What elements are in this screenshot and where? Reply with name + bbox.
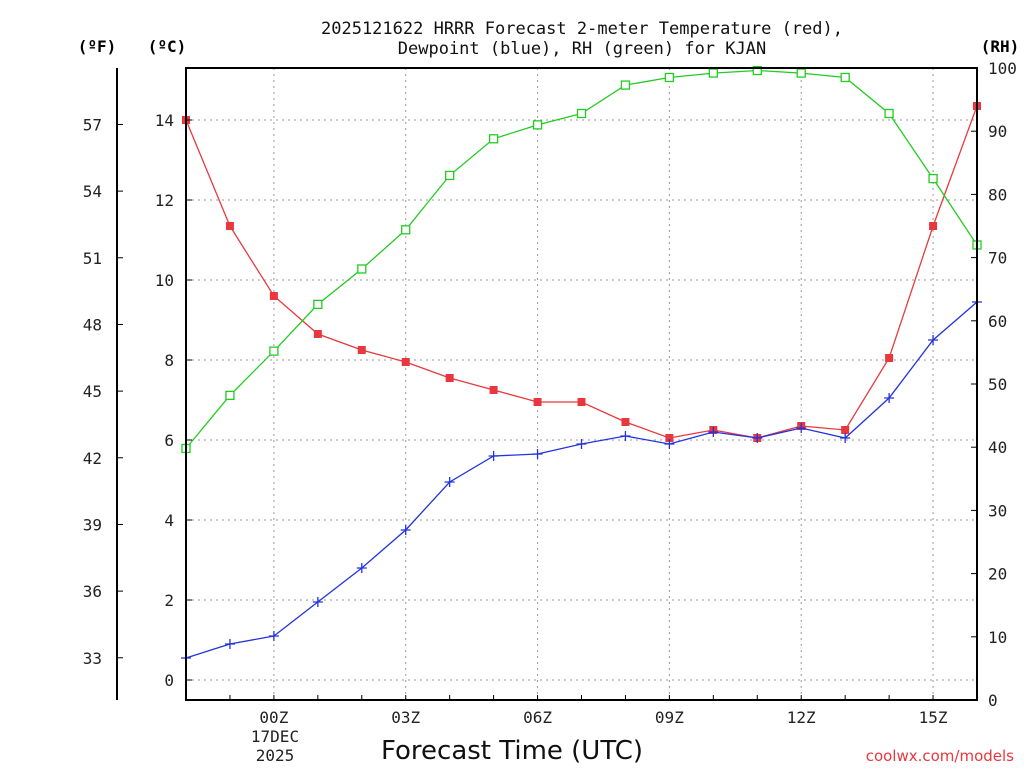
celsius-tick-label: 10 bbox=[155, 271, 174, 290]
rh-tick-label: 80 bbox=[988, 185, 1007, 204]
rh-unit-label: (RH) bbox=[981, 37, 1020, 56]
rh-tick-label: 70 bbox=[988, 249, 1007, 268]
temperature-series-line bbox=[185, 105, 978, 439]
rh-point bbox=[269, 346, 279, 356]
temperature-point bbox=[445, 374, 454, 382]
temperature-point bbox=[357, 346, 366, 354]
fahrenheit-tick-label: 57 bbox=[83, 115, 102, 134]
fahrenheit-tick-label: 45 bbox=[83, 382, 102, 401]
chart-title-line-1: 2025121622 HRRR Forecast 2-meter Tempera… bbox=[321, 19, 843, 39]
temperature-point bbox=[885, 354, 894, 362]
dewpoint-point bbox=[620, 431, 631, 441]
fahrenheit-tick-label: 48 bbox=[83, 315, 102, 334]
dewpoint-point bbox=[268, 631, 279, 641]
rh-point bbox=[357, 264, 367, 274]
x-tick-label: 00Z bbox=[259, 708, 288, 727]
x-tick-label: 09Z bbox=[655, 708, 684, 727]
dewpoint-point bbox=[928, 335, 939, 345]
x-tick-label: 15Z bbox=[919, 708, 948, 727]
axis-labels-layer: 00Z 03Z 06Z 09Z 12Z 15Z 0 2 4 6 8 10 12 14 33 36 39 42 45 4… bbox=[83, 59, 1017, 727]
temperature-point bbox=[225, 222, 234, 230]
celsius-tick-label: 12 bbox=[155, 191, 174, 210]
celsius-tick-label: 14 bbox=[155, 111, 174, 130]
site-credit: coolwx.com/models bbox=[866, 747, 1014, 765]
rh-point bbox=[796, 68, 806, 78]
celsius-tick-label: 2 bbox=[164, 591, 174, 610]
rh-tick-label: 20 bbox=[988, 565, 1007, 584]
rh-tick-label: 30 bbox=[988, 501, 1007, 520]
fahrenheit-tick-label: 42 bbox=[83, 449, 102, 468]
dewpoint-point bbox=[532, 449, 543, 459]
dewpoint-point bbox=[664, 439, 675, 449]
fahrenheit-tick-label: 39 bbox=[83, 515, 102, 534]
rh-tick-label: 100 bbox=[988, 59, 1017, 78]
celsius-tick-label: 4 bbox=[164, 511, 174, 530]
rh-tick-label: 0 bbox=[988, 691, 998, 710]
rh-point bbox=[576, 108, 587, 119]
x-tick-label: 12Z bbox=[787, 708, 816, 727]
rh-point bbox=[840, 72, 850, 83]
temperature-point bbox=[269, 292, 278, 300]
temperature-point bbox=[929, 222, 938, 230]
date-label-day: 17DEC bbox=[251, 727, 299, 746]
dewpoint-point bbox=[488, 451, 499, 461]
dewpoint-point bbox=[576, 439, 587, 449]
date-label-year: 2025 bbox=[256, 746, 295, 765]
celsius-tick-label: 8 bbox=[164, 351, 174, 370]
chart-title-line-2: Dewpoint (blue), RH (green) for KJAN bbox=[398, 39, 766, 59]
fahrenheit-tick-label: 54 bbox=[83, 182, 102, 201]
rh-point bbox=[488, 134, 499, 144]
temperature-point bbox=[665, 434, 674, 442]
dewpoint-point bbox=[884, 393, 895, 403]
temperature-point bbox=[401, 358, 410, 366]
celsius-unit-label: (ºC) bbox=[148, 37, 187, 56]
dewpoint-point bbox=[444, 477, 455, 487]
rh-tick-label: 60 bbox=[988, 312, 1007, 331]
rh-point bbox=[401, 225, 411, 235]
dewpoint-point bbox=[708, 427, 719, 437]
temperature-point bbox=[577, 398, 586, 406]
celsius-tick-label: 0 bbox=[164, 671, 174, 690]
dewpoint-series-line bbox=[185, 301, 978, 659]
temperature-point bbox=[313, 330, 322, 338]
rh-tick-label: 40 bbox=[988, 438, 1007, 457]
grid-layer bbox=[186, 68, 977, 700]
fahrenheit-tick-label: 51 bbox=[83, 249, 102, 268]
x-tick-label: 06Z bbox=[523, 708, 552, 727]
rh-point bbox=[313, 299, 323, 310]
plot-frame bbox=[185, 67, 978, 701]
x-axis-title: Forecast Time (UTC) bbox=[381, 736, 643, 766]
temperature-point bbox=[489, 386, 498, 394]
rh-point bbox=[752, 65, 762, 76]
dewpoint-point bbox=[224, 639, 235, 649]
rh-tick-label: 50 bbox=[988, 375, 1007, 394]
rh-point bbox=[445, 170, 455, 181]
dewpoint-point bbox=[840, 433, 851, 443]
rh-point bbox=[708, 68, 718, 78]
rh-tick-label: 90 bbox=[988, 122, 1007, 141]
temperature-point bbox=[841, 426, 850, 434]
dewpoint-point bbox=[356, 563, 367, 573]
rh-point bbox=[532, 120, 543, 130]
celsius-tick-label: 6 bbox=[164, 431, 174, 450]
temperature-point bbox=[621, 418, 630, 426]
rh-point bbox=[620, 80, 631, 90]
fahrenheit-unit-label: (ºF) bbox=[78, 37, 117, 56]
rh-point bbox=[664, 72, 675, 83]
rh-tick-label: 10 bbox=[988, 628, 1007, 647]
temperature-point bbox=[533, 398, 542, 406]
x-tick-label: 03Z bbox=[391, 708, 420, 727]
rh-point bbox=[225, 390, 235, 401]
series-layer bbox=[181, 65, 982, 663]
fahrenheit-tick-label: 33 bbox=[83, 649, 102, 668]
fahrenheit-tick-label: 36 bbox=[83, 582, 102, 601]
dewpoint-point bbox=[752, 433, 763, 443]
dewpoint-point bbox=[312, 597, 323, 607]
rh-point bbox=[884, 108, 894, 119]
rh-point bbox=[928, 173, 938, 184]
dewpoint-point bbox=[796, 423, 807, 433]
dewpoint-point bbox=[400, 525, 411, 535]
rh-series-line bbox=[185, 69, 978, 449]
